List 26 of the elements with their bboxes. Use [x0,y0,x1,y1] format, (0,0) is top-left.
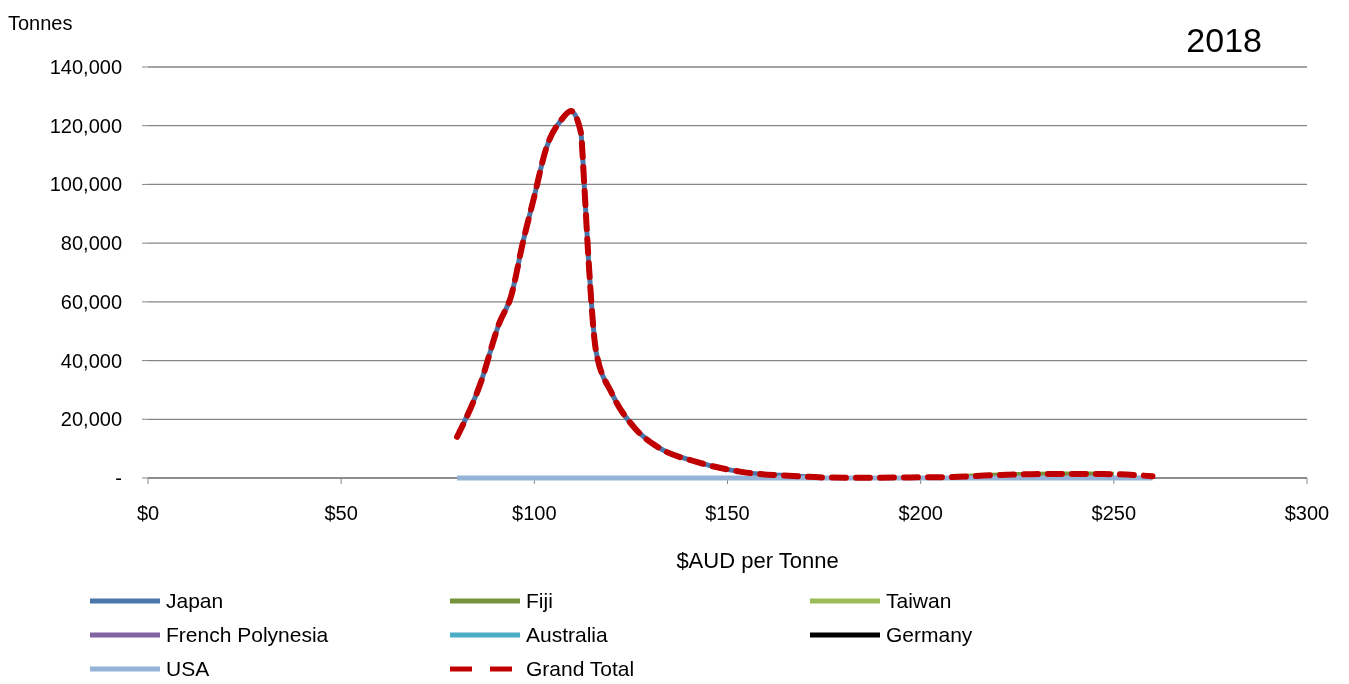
x-tick-label: $300 [1284,502,1330,524]
legend-label: Grand Total [526,657,635,681]
x-tick-label: $50 [324,502,358,524]
legend-label: French Polynesia [166,623,329,647]
y-tick-label: 140,000 [49,56,122,78]
x-tick-label: $200 [898,502,943,524]
y-tick-label: 120,000 [49,114,122,137]
x-tick-label: $100 [512,502,557,524]
y-tick-label: 80,000 [60,232,122,255]
x-axis-title: $AUD per Tonne [676,548,839,573]
y-tick-label: - [115,467,122,489]
legend-label: Australia [526,623,609,647]
x-tick-label: $150 [705,502,750,524]
legend-label: USA [166,657,210,681]
legend-label: Taiwan [886,589,952,613]
y-axis-title: Tonnes [8,12,73,34]
y-tick-label: 60,000 [60,290,122,313]
y-tick-label: 20,000 [60,408,122,431]
legend-label: Germany [886,623,973,647]
x-tick-label: $0 [136,502,160,524]
chart-title: 2018 [1186,21,1262,59]
legend-label: Fiji [526,589,553,613]
y-tick-label: 40,000 [60,349,122,372]
y-tick-label: 100,000 [49,173,122,196]
legend-label: Japan [166,589,224,613]
x-tick-label: $250 [1091,502,1137,524]
